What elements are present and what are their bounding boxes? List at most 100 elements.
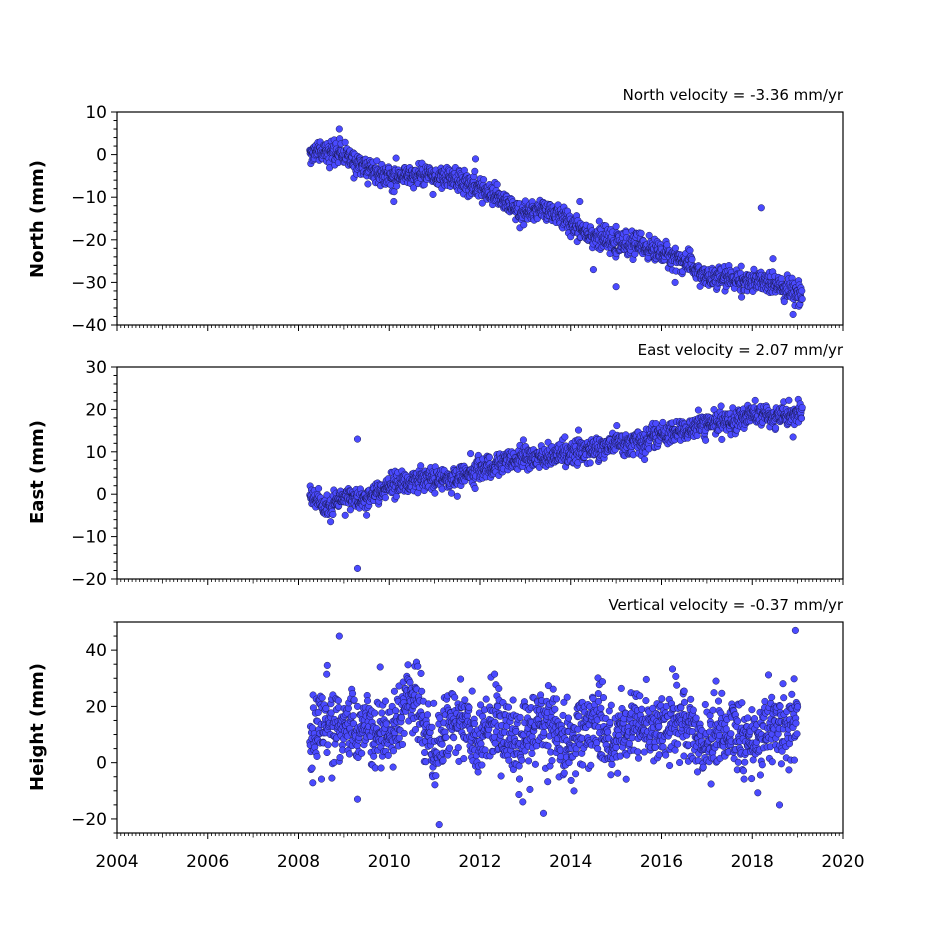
data-point	[468, 687, 476, 695]
data-point	[495, 684, 503, 693]
data-point	[567, 776, 575, 784]
data-point	[345, 750, 353, 758]
data-point	[674, 740, 682, 748]
outlier-point	[353, 564, 362, 572]
data-point	[769, 255, 777, 263]
y-tick-label: 30	[85, 358, 107, 378]
data-point	[509, 696, 517, 704]
data-point	[676, 758, 684, 767]
data-point	[680, 698, 689, 706]
data-point	[544, 778, 552, 786]
data-point	[587, 761, 595, 769]
outlier-point	[789, 433, 797, 441]
data-point	[528, 749, 536, 758]
panel-height: Vertical velocity = -0.37 mm/yr Height (…	[27, 596, 865, 872]
data-point	[406, 678, 414, 686]
data-point	[381, 697, 389, 705]
data-point	[636, 692, 644, 700]
data-point	[798, 295, 806, 303]
data-point	[428, 723, 436, 731]
data-point	[471, 484, 479, 493]
data-point	[497, 772, 505, 780]
y-tick-label: 0	[96, 754, 107, 774]
data-point	[604, 728, 612, 736]
data-point	[329, 510, 337, 519]
data-point	[599, 694, 608, 702]
data-point	[471, 167, 479, 175]
data-point	[457, 675, 465, 683]
data-point	[327, 518, 335, 526]
data-point	[467, 450, 475, 458]
data-point	[430, 699, 438, 707]
y-tick-label: 0	[96, 485, 107, 505]
y-tick-label: −20	[71, 570, 107, 590]
data-point	[317, 775, 326, 783]
outlier-point	[390, 197, 398, 206]
data-point	[373, 157, 381, 165]
outlier-point	[589, 266, 597, 274]
data-point	[519, 798, 527, 806]
data-point	[323, 661, 331, 669]
data-point	[438, 740, 446, 748]
panel-title: Vertical velocity = -0.37 mm/yr	[608, 596, 843, 614]
data-point	[574, 426, 583, 434]
data-point	[485, 453, 493, 461]
data-point	[308, 764, 316, 772]
data-point	[680, 752, 688, 760]
data-point	[563, 693, 571, 701]
data-point	[392, 154, 400, 162]
data-point	[717, 402, 725, 410]
data-point	[460, 755, 468, 763]
data-point	[641, 455, 649, 464]
data-point	[551, 705, 559, 713]
data-point	[417, 462, 425, 470]
data-point	[672, 672, 680, 680]
data-point	[710, 689, 718, 697]
data-point	[797, 414, 806, 422]
data-point	[738, 293, 746, 301]
data-point	[482, 695, 490, 703]
data-point	[689, 706, 697, 714]
data-point	[382, 720, 390, 728]
data-point	[642, 697, 650, 705]
plot-frame	[116, 111, 844, 326]
data-point	[673, 681, 681, 689]
data-point	[520, 221, 528, 229]
data-point	[478, 199, 486, 207]
data-point	[518, 756, 526, 764]
data-point	[450, 734, 458, 742]
data-point	[336, 753, 344, 762]
data-point	[662, 751, 670, 759]
data-point	[570, 787, 578, 795]
data-point	[323, 748, 331, 757]
data-point	[631, 250, 639, 258]
data-point	[575, 712, 583, 720]
data-point	[504, 703, 513, 711]
data-point	[737, 262, 745, 270]
data-points	[306, 395, 806, 572]
data-point	[363, 697, 372, 705]
y-tick-label: −10	[71, 188, 107, 208]
data-point	[668, 665, 677, 673]
data-point	[439, 756, 447, 764]
data-point	[579, 761, 587, 769]
data-point	[519, 436, 527, 444]
data-point	[777, 275, 785, 283]
data-point	[526, 785, 534, 793]
data-point	[474, 768, 482, 776]
data-point	[370, 752, 378, 760]
data-point	[363, 511, 371, 519]
data-point	[392, 492, 400, 500]
data-point	[671, 746, 679, 754]
data-point	[381, 494, 389, 502]
data-point	[614, 769, 622, 777]
data-point	[552, 695, 561, 703]
data-point	[694, 406, 702, 414]
data-point	[318, 694, 326, 702]
outlier-point	[612, 283, 620, 291]
data-point	[377, 764, 385, 772]
data-point	[701, 700, 709, 709]
data-point	[516, 713, 524, 721]
data-point	[313, 752, 321, 760]
data-point	[328, 774, 336, 782]
